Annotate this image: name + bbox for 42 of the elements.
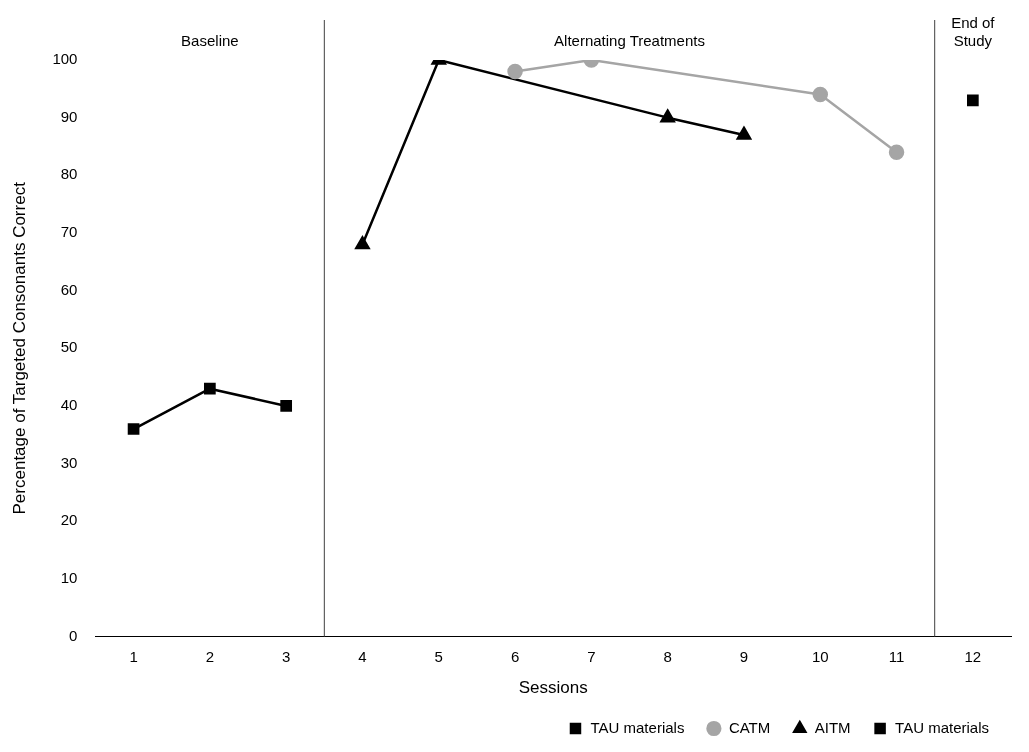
y-tick-label: 30 (60, 453, 78, 471)
y-tick-label: 50 (60, 338, 78, 356)
x-axis-title: Sessions (518, 678, 588, 698)
x-tick-label: 2 (205, 647, 215, 665)
point (888, 144, 905, 161)
y-tick-label: 80 (60, 165, 78, 183)
legend-label: AITM (814, 718, 851, 736)
y-axis-title: Percentage of Targeted Consonants Correct (9, 181, 29, 515)
y-tick-label: 40 (60, 396, 78, 414)
y-tick-label: 20 (60, 511, 78, 529)
point (204, 382, 216, 395)
legend-label: CATM (728, 718, 771, 736)
point (660, 109, 675, 123)
y-tick-label: 100 (52, 50, 78, 68)
x-tick-label: 5 (434, 647, 443, 665)
text: End of Study (951, 14, 996, 49)
x-tick-label: 6 (510, 647, 520, 665)
point (507, 63, 523, 80)
point (967, 94, 979, 107)
point (812, 86, 829, 103)
x-tick-label: 8 (663, 647, 672, 665)
point (736, 126, 752, 140)
x-tick-label: 4 (358, 647, 367, 665)
point (355, 236, 370, 250)
legend-label: TAU materials (895, 718, 989, 736)
text: Baseline (181, 32, 239, 49)
x-tick-label: 11 (888, 647, 905, 665)
x-tick-label: 12 (964, 647, 982, 665)
x-tick-label: 3 (282, 647, 291, 665)
x-tick-label: 10 (811, 647, 829, 665)
y-tick-label: 0 (69, 626, 78, 644)
text: Alternating Treatments (554, 32, 705, 49)
y-tick-label: 60 (60, 280, 78, 298)
legend-label: TAU materials (590, 718, 685, 736)
y-tick-label: 90 (60, 107, 78, 125)
point (127, 423, 140, 435)
y-tick-label: 10 (60, 569, 78, 587)
point (280, 400, 293, 412)
x-tick-label: 1 (129, 647, 138, 665)
x-tick-label: 9 (739, 647, 749, 665)
y-tick-label: 70 (60, 223, 78, 241)
x-tick-label: 7 (587, 647, 596, 665)
